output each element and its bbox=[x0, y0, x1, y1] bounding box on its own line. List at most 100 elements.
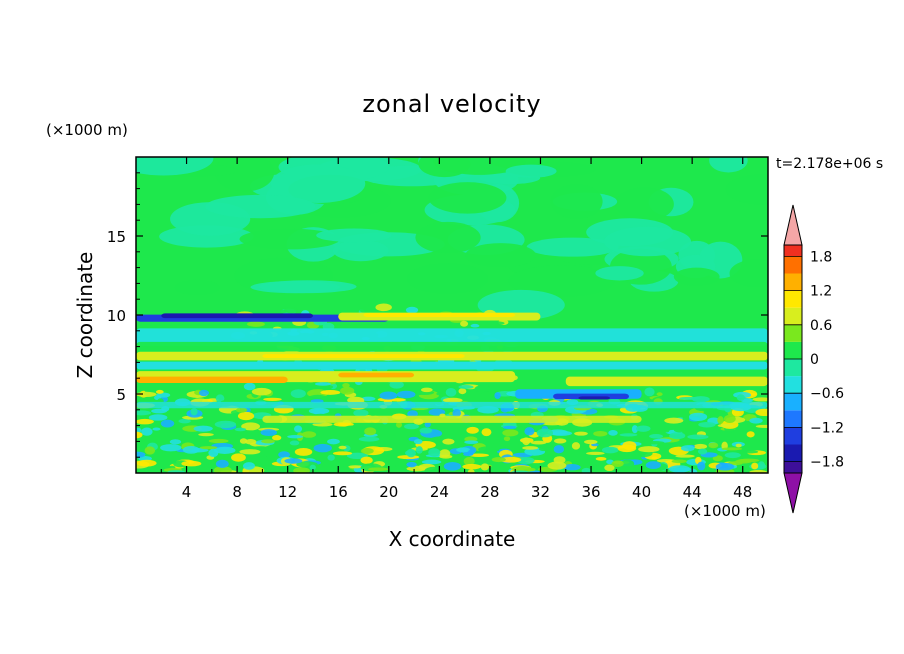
field-patch bbox=[205, 194, 316, 219]
field-patch bbox=[467, 469, 475, 473]
field-patch bbox=[581, 467, 592, 473]
field-patch bbox=[384, 423, 398, 428]
field-patch bbox=[608, 429, 618, 436]
field-patch bbox=[474, 385, 491, 392]
field-patch bbox=[755, 408, 768, 417]
field-band bbox=[136, 401, 768, 409]
field-patch bbox=[242, 462, 256, 470]
field-patch bbox=[327, 454, 335, 461]
field-band bbox=[578, 396, 610, 400]
field-patch bbox=[208, 448, 219, 458]
field-patch bbox=[243, 382, 256, 391]
field-patch bbox=[258, 280, 357, 294]
field-patch bbox=[530, 440, 547, 445]
field-patch bbox=[489, 435, 501, 444]
field-patch bbox=[241, 422, 261, 431]
field-band bbox=[338, 372, 415, 378]
field-patch bbox=[554, 438, 567, 444]
field-patch bbox=[199, 461, 210, 470]
field-patch bbox=[715, 462, 735, 471]
field-patch bbox=[443, 462, 462, 471]
colorbar-segment bbox=[784, 256, 802, 274]
field-patch bbox=[239, 438, 248, 444]
field-patch bbox=[591, 469, 609, 473]
field-patch bbox=[428, 182, 507, 214]
field-patch bbox=[332, 239, 389, 262]
field-patch bbox=[536, 428, 553, 438]
field-patch bbox=[584, 439, 598, 445]
field-patch bbox=[395, 462, 410, 469]
field-patch bbox=[466, 426, 479, 434]
field-patch bbox=[651, 456, 658, 460]
colorbar-tick-label: 1.2 bbox=[810, 284, 832, 300]
field-patch bbox=[141, 427, 153, 436]
field-patch bbox=[502, 421, 517, 427]
x-tick-label: 40 bbox=[632, 483, 651, 501]
field-patch bbox=[460, 320, 469, 327]
field-patch bbox=[181, 460, 202, 467]
field-patch bbox=[214, 446, 236, 454]
field-patch bbox=[284, 458, 303, 464]
field-patch bbox=[182, 446, 200, 454]
field-patch bbox=[663, 426, 670, 433]
field-patch bbox=[526, 237, 619, 257]
field-patch bbox=[697, 461, 706, 471]
field-patch bbox=[717, 423, 734, 428]
field-patch bbox=[343, 425, 360, 433]
field-patch bbox=[524, 427, 535, 436]
field-patch bbox=[755, 424, 768, 428]
colorbar-segment bbox=[784, 427, 802, 445]
field-patch bbox=[656, 392, 663, 397]
field-patch bbox=[675, 454, 695, 458]
field-patch bbox=[749, 417, 763, 424]
field-patch bbox=[522, 437, 531, 446]
field-patch bbox=[424, 466, 445, 473]
field-patch bbox=[293, 467, 310, 473]
colorbar-segment bbox=[784, 307, 802, 325]
field-patch bbox=[622, 441, 637, 450]
colorbar-under-arrow bbox=[783, 472, 803, 514]
field-patch bbox=[152, 427, 161, 431]
field-band bbox=[136, 341, 768, 352]
field-band bbox=[363, 313, 516, 317]
field-patch bbox=[619, 433, 638, 437]
colorbar-segment bbox=[784, 359, 802, 377]
field-patch bbox=[480, 391, 496, 400]
colorbar-segment bbox=[784, 290, 802, 308]
colorbar-segment bbox=[784, 376, 802, 394]
field-patch bbox=[725, 174, 768, 205]
field-patch bbox=[309, 464, 316, 471]
colorbar-tick-label: −1.2 bbox=[810, 420, 844, 436]
y-tick-label: 5 bbox=[116, 386, 126, 404]
field-patch bbox=[375, 303, 392, 312]
field-patch bbox=[136, 157, 214, 176]
field-patch bbox=[396, 390, 416, 399]
field-patch bbox=[190, 408, 198, 416]
field-patch bbox=[294, 447, 313, 456]
field-patch bbox=[317, 384, 334, 390]
field-patch bbox=[468, 453, 490, 457]
field-band bbox=[565, 376, 768, 387]
field-patch bbox=[452, 409, 462, 418]
x-tick-label: 48 bbox=[733, 483, 752, 501]
field-patch bbox=[645, 461, 661, 470]
field-patch bbox=[215, 394, 225, 403]
field-patch bbox=[261, 439, 275, 444]
field-patch bbox=[333, 422, 354, 427]
field-patch bbox=[214, 157, 275, 192]
field-patch bbox=[364, 427, 377, 436]
field-patch bbox=[604, 464, 615, 472]
field-patch bbox=[379, 391, 398, 400]
field-patch bbox=[358, 436, 380, 442]
field-patch bbox=[547, 461, 567, 470]
colorbar-segment bbox=[784, 444, 802, 462]
field-patch bbox=[213, 466, 232, 473]
field-patch bbox=[251, 446, 270, 451]
field-patch bbox=[290, 389, 306, 399]
colorbar-tick-label: 0 bbox=[810, 352, 819, 368]
field-patch bbox=[595, 266, 644, 281]
field-patch bbox=[289, 440, 300, 446]
field-patch bbox=[442, 438, 455, 445]
field-patch bbox=[284, 307, 298, 314]
field-patch bbox=[395, 421, 403, 428]
